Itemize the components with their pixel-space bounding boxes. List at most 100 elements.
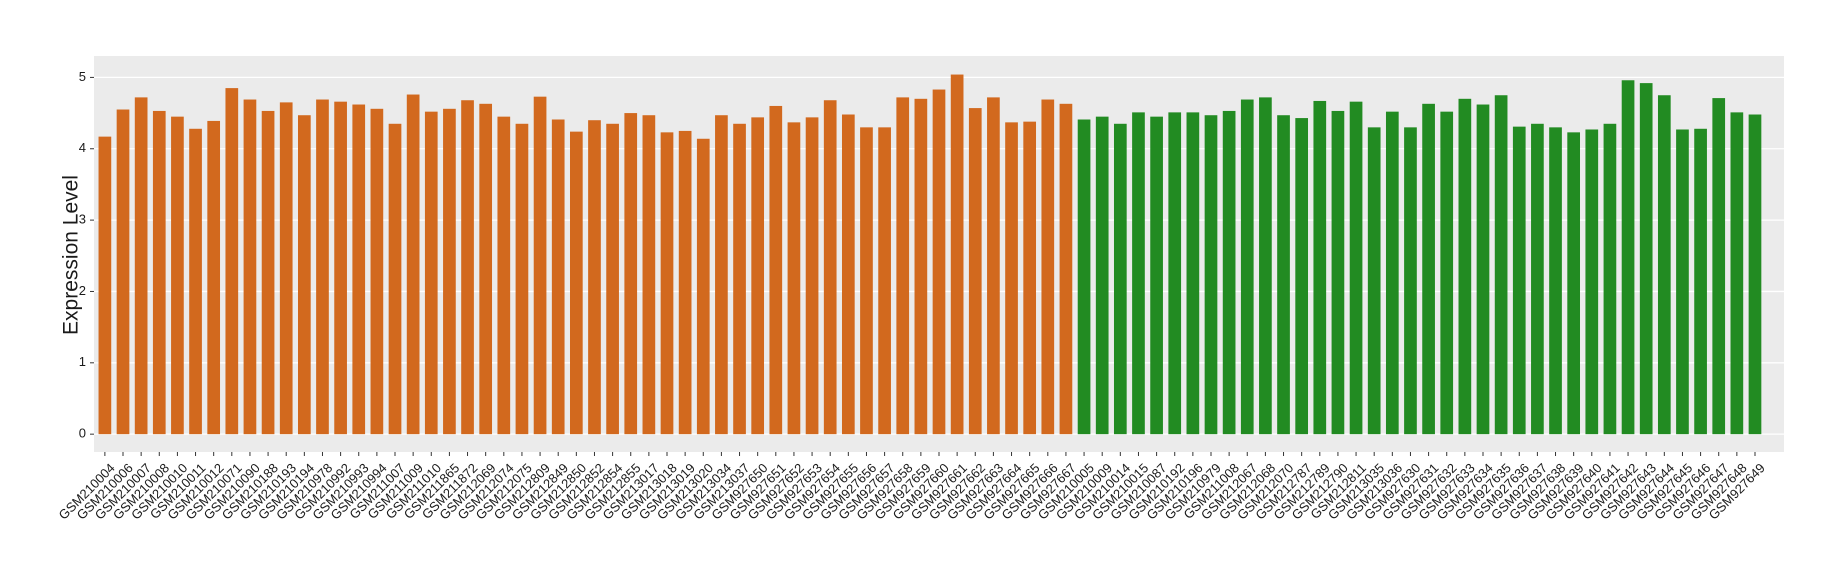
bar <box>1494 95 1508 435</box>
y-tick-label: 0 <box>79 426 86 441</box>
bar <box>950 74 964 435</box>
bar <box>1168 112 1182 435</box>
bar <box>660 132 674 435</box>
bar <box>678 130 692 435</box>
bar <box>98 136 112 435</box>
bar <box>1422 103 1435 435</box>
bar <box>1059 103 1073 435</box>
bar <box>1603 123 1617 435</box>
bar <box>1676 129 1689 435</box>
bar <box>769 105 783 435</box>
bar <box>1404 127 1417 435</box>
bar <box>1585 129 1599 435</box>
bar <box>1440 111 1454 435</box>
bar <box>479 103 493 435</box>
bar <box>987 97 1000 435</box>
bar <box>1549 127 1562 435</box>
bar <box>932 89 946 435</box>
bar <box>515 123 529 435</box>
bar <box>1313 100 1327 435</box>
bar <box>424 111 438 435</box>
bar <box>878 127 891 435</box>
bar <box>1512 126 1526 435</box>
bar <box>860 127 873 435</box>
bar <box>823 100 837 435</box>
bar <box>733 123 746 435</box>
bar <box>1331 110 1345 435</box>
bar <box>1349 101 1363 435</box>
bar <box>1095 116 1109 435</box>
bar <box>152 110 166 435</box>
bar <box>606 123 619 435</box>
bar <box>1639 83 1653 435</box>
bar <box>1621 80 1635 435</box>
bar <box>116 109 130 435</box>
bar <box>1222 110 1236 435</box>
bar <box>1277 115 1290 435</box>
bar <box>569 131 583 435</box>
bar <box>1186 112 1200 435</box>
bar <box>1367 127 1381 435</box>
bar <box>1567 132 1581 435</box>
bar <box>1041 99 1055 435</box>
bar <box>279 102 293 435</box>
bar <box>588 120 601 435</box>
bar <box>316 99 329 435</box>
bar <box>297 115 311 435</box>
bar <box>896 97 910 435</box>
bar <box>696 138 710 435</box>
bar <box>1694 128 1707 435</box>
bar <box>805 117 819 435</box>
bar <box>1531 123 1544 435</box>
bar <box>1259 97 1272 435</box>
bar <box>1712 98 1726 435</box>
bar <box>1657 95 1671 435</box>
bar <box>461 100 474 435</box>
bar <box>624 113 638 435</box>
bar <box>751 117 765 435</box>
bar <box>352 104 366 435</box>
bar <box>841 114 855 435</box>
bar <box>261 110 275 435</box>
y-tick-label: 5 <box>79 69 86 84</box>
bar <box>642 115 656 435</box>
bar <box>1295 118 1309 435</box>
y-tick-label: 1 <box>79 354 86 369</box>
y-tick-label: 3 <box>79 212 86 227</box>
y-axis-title: Expression Level <box>60 175 83 335</box>
bar <box>1204 115 1218 435</box>
bar <box>334 101 347 435</box>
bar <box>968 108 982 435</box>
bar <box>787 122 801 435</box>
bar <box>497 116 511 435</box>
bar <box>914 98 928 435</box>
bar <box>1748 114 1762 435</box>
bar <box>243 99 257 435</box>
bar <box>1476 104 1490 435</box>
bar <box>406 94 420 435</box>
bar <box>370 108 384 435</box>
bar <box>533 96 547 435</box>
bar <box>1385 111 1399 435</box>
bar <box>1730 112 1744 435</box>
bar <box>225 88 239 435</box>
bar <box>134 97 148 435</box>
bar <box>1458 98 1472 435</box>
bar <box>1005 122 1018 435</box>
bar <box>715 115 728 435</box>
bar <box>551 119 565 435</box>
bar <box>1150 116 1163 435</box>
bar <box>189 128 202 435</box>
bar <box>1132 112 1145 435</box>
bar <box>1077 119 1091 435</box>
bar <box>1240 99 1254 435</box>
bar <box>1023 121 1037 435</box>
y-tick-label: 2 <box>79 283 86 298</box>
bar <box>388 123 402 435</box>
bar <box>1113 123 1127 435</box>
bar <box>171 116 184 435</box>
y-tick-label: 4 <box>79 140 86 155</box>
bar <box>207 120 221 435</box>
